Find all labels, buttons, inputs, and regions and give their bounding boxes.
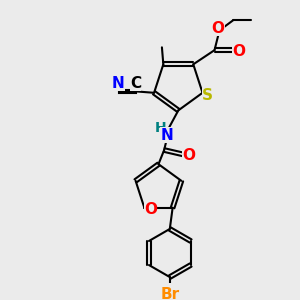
Text: O: O [144, 202, 157, 217]
Text: N: N [160, 128, 173, 142]
Text: Br: Br [160, 287, 179, 300]
Text: C: C [130, 76, 141, 91]
Text: N: N [112, 76, 124, 91]
Text: O: O [212, 21, 225, 36]
Text: O: O [182, 148, 195, 163]
Text: S: S [202, 88, 213, 103]
Text: O: O [232, 44, 246, 59]
Text: H: H [155, 121, 166, 135]
